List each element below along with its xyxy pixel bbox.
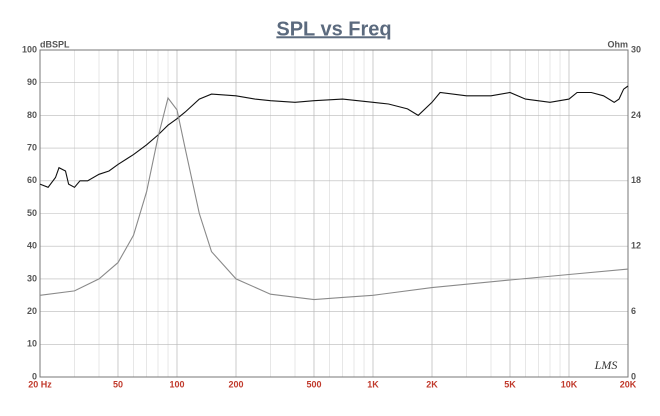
y2-tick-label: 30: [631, 44, 641, 54]
y-tick-label: 60: [27, 175, 37, 185]
x-tick-label: 5K: [504, 379, 516, 389]
x-tick-label: 1K: [367, 379, 379, 389]
x-tick-label: 200: [228, 379, 243, 389]
y-axis-label: dBSPL: [40, 39, 70, 49]
y2-tick-label: 18: [631, 175, 641, 185]
chart-title: SPL vs Freq: [276, 18, 391, 40]
y-tick-label: 40: [27, 241, 37, 251]
x-tick-label: 20 Hz: [28, 379, 52, 389]
y-tick-label: 0: [32, 371, 37, 381]
y-tick-label: 100: [22, 44, 37, 54]
series-line: [39, 96, 629, 301]
y2-tick-label: 24: [631, 110, 641, 120]
y-tick-label: 20: [27, 306, 37, 316]
y-tick-label: 70: [27, 142, 37, 152]
y2-tick-label: 12: [631, 241, 641, 251]
x-tick-label: 500: [306, 379, 321, 389]
x-tick-label: 20K: [620, 379, 637, 389]
watermark: LMS: [594, 358, 618, 372]
x-tick-label: 50: [113, 379, 123, 389]
series-line: [39, 85, 629, 188]
y-tick-label: 80: [27, 110, 37, 120]
y-tick-label: 50: [27, 208, 37, 218]
y-tick-label: 30: [27, 273, 37, 283]
y-tick-label: 90: [27, 77, 37, 87]
plot-frame: [39, 49, 629, 378]
y2-tick-label: 6: [631, 306, 636, 316]
x-tick-label: 2K: [426, 379, 438, 389]
x-tick-label: 10K: [561, 379, 578, 389]
y-tick-label: 10: [27, 339, 37, 349]
y2-tick-label: 0: [631, 371, 636, 381]
y2-axis-label: Ohm: [607, 39, 628, 49]
x-tick-label: 100: [169, 379, 184, 389]
